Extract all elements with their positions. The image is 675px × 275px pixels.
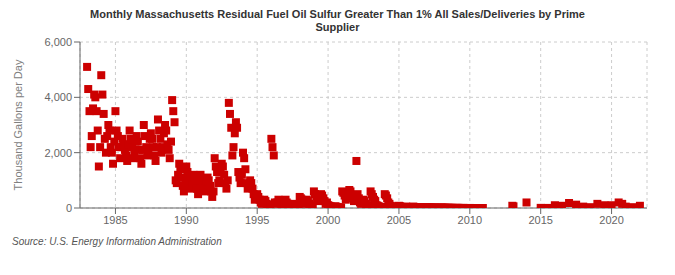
svg-text:2000: 2000 xyxy=(316,214,340,226)
html-text:Source: U.S. Energy Informatio: Source: U.S. Energy Information Administ… xyxy=(12,236,222,247)
svg-text:1990: 1990 xyxy=(174,214,198,226)
svg-text:1985: 1985 xyxy=(103,214,127,226)
svg-text:2,000: 2,000 xyxy=(44,147,72,159)
html-text:Supplier: Supplier xyxy=(315,21,360,33)
svg-text:1995: 1995 xyxy=(245,214,269,226)
svg-text:Thousand Gallons per Day: Thousand Gallons per Day xyxy=(12,59,24,190)
svg-text:2015: 2015 xyxy=(528,214,552,226)
svg-text:6,000: 6,000 xyxy=(44,36,72,48)
svg-text:2020: 2020 xyxy=(599,214,623,226)
svg-text:2010: 2010 xyxy=(458,214,482,226)
svg-text:4,000: 4,000 xyxy=(44,91,72,103)
svg-text:0: 0 xyxy=(66,202,72,214)
html-text:Monthly Massachusetts Residual: Monthly Massachusetts Residual Fuel Oil … xyxy=(90,8,585,20)
svg-text:2005: 2005 xyxy=(387,214,411,226)
